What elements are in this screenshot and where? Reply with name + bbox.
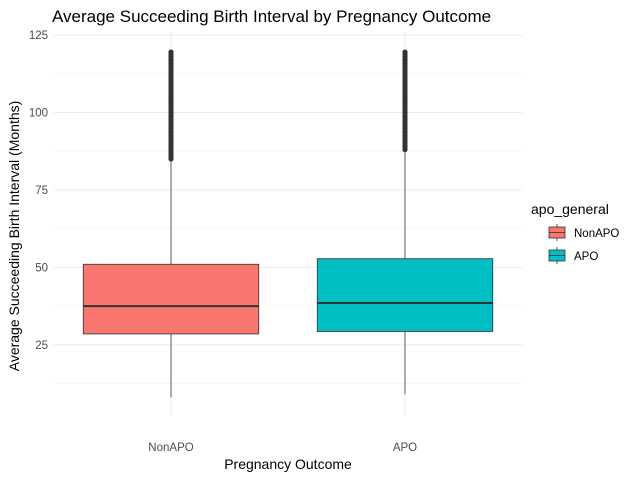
x-axis-title: Pregnancy Outcome — [224, 456, 352, 472]
iqr-box — [82, 263, 260, 335]
legend-item-apo: APO — [548, 247, 598, 264]
y-axis-ticks: 25 50 75 100 125 — [29, 30, 48, 352]
y-axis-title: Average Succeeding Birth Interval (Month… — [6, 101, 22, 372]
legend-label: APO — [574, 251, 598, 263]
box-apo — [316, 49, 494, 395]
box-nonapo — [82, 49, 260, 398]
outlier-point — [168, 49, 174, 55]
y-tick-label: 75 — [35, 185, 48, 197]
y-tick-label: 50 — [35, 262, 48, 274]
x-tick-label: APO — [393, 442, 417, 454]
legend-item-nonapo: NonAPO — [548, 224, 619, 241]
x-tick-label: NonAPO — [148, 442, 193, 454]
outlier-points — [168, 49, 174, 162]
x-axis-ticks: NonAPO APO — [148, 442, 417, 454]
iqr-box — [316, 258, 494, 332]
outlier-points — [402, 49, 408, 153]
outlier-point — [402, 49, 408, 55]
boxes — [82, 49, 494, 398]
legend-title: apo_general — [531, 201, 609, 217]
y-tick-label: 125 — [29, 30, 48, 42]
legend: apo_general NonAPO APO — [531, 201, 619, 264]
y-tick-label: 100 — [29, 108, 48, 120]
y-tick-label: 25 — [35, 340, 48, 352]
grid — [54, 32, 522, 416]
chart-title: Average Succeeding Birth Interval by Pre… — [52, 7, 491, 26]
legend-label: NonAPO — [574, 228, 619, 240]
